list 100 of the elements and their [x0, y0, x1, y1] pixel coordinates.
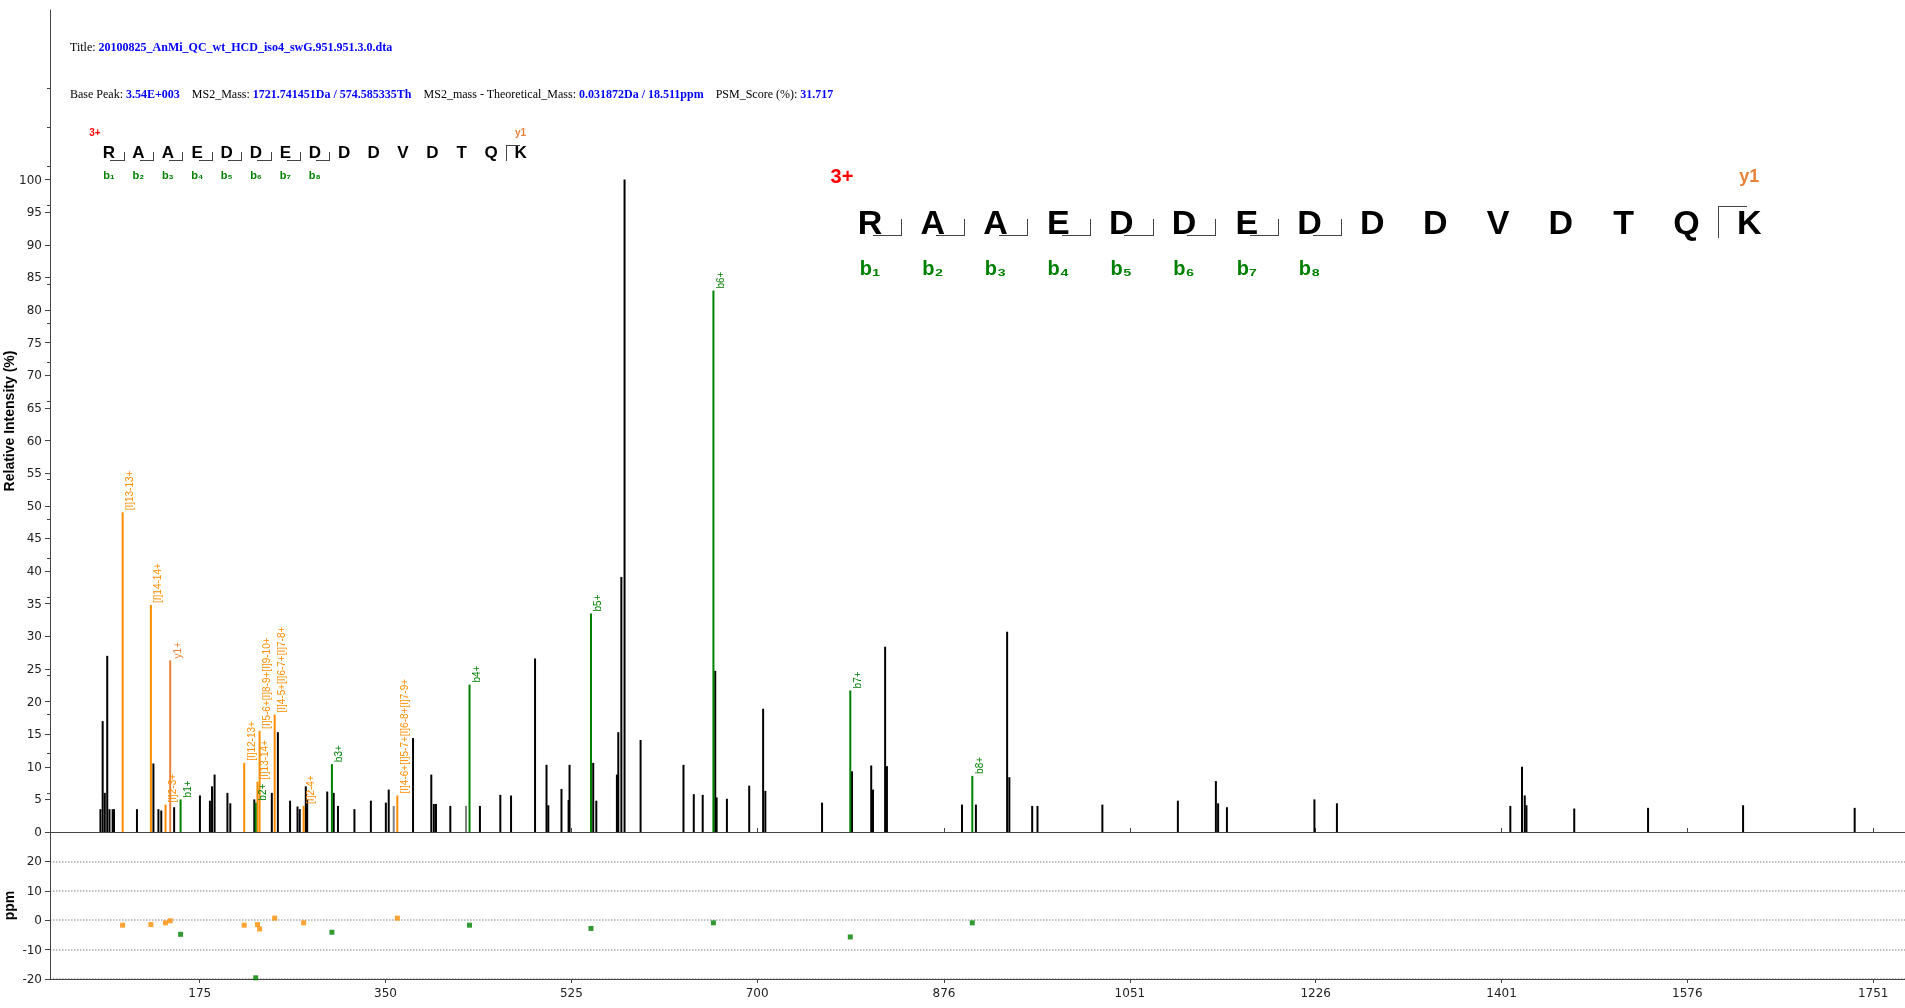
data-label: b2+ — [257, 783, 269, 801]
x-tick-label: 350 — [374, 986, 397, 1000]
annotation: b₂ — [132, 169, 145, 181]
x-tick-label: 876 — [932, 986, 956, 1000]
data-label: [I]4-6+[I]5-7+[I]6-8+[I]7-9+ — [398, 678, 410, 794]
text: b₁ — [859, 256, 881, 279]
text: D — [1171, 202, 1197, 241]
annotation: D — [367, 143, 380, 163]
text: V — [1486, 202, 1510, 241]
data-label: b3+ — [333, 745, 345, 763]
annotation: D — [220, 143, 233, 163]
text: T — [1613, 202, 1634, 241]
data-label: [I]13-14+ — [258, 739, 270, 780]
y-tick-label: 50 — [26, 498, 42, 513]
y-tick-label: 30 — [26, 629, 42, 644]
data-label: [I]2-3+ — [167, 773, 179, 803]
x-tick-label: 1051 — [1114, 986, 1146, 1000]
x-tick-label: 1751 — [1857, 986, 1889, 1000]
annotation: b₇ — [279, 169, 291, 181]
annotation: y1 — [515, 126, 527, 138]
y-tick-label: 20 — [26, 854, 42, 869]
text: 3+ — [830, 164, 854, 187]
annotation: R — [102, 143, 116, 163]
text: Q — [1673, 202, 1700, 241]
y-tick-label: 15 — [26, 727, 42, 742]
y-tick-label: 20 — [26, 694, 42, 709]
annotation: A — [161, 143, 174, 163]
y-tick-label: -10 — [22, 942, 42, 957]
annotation: E — [191, 143, 203, 163]
annotation: D — [338, 143, 351, 163]
text: A — [920, 202, 946, 241]
data-label: [I]2-4+ — [305, 775, 317, 804]
annotation: K — [514, 143, 527, 163]
x-tick-label: 175 — [188, 986, 212, 1000]
x-tick-label: 1401 — [1486, 986, 1517, 1000]
y-tick-label: 0 — [34, 913, 42, 928]
text: b₈ — [1298, 256, 1321, 279]
data-label: [I]4-5+[I]6-7+[I]7-8+ — [276, 626, 288, 713]
data-label: b6+ — [714, 271, 726, 289]
y-tick-label: 95 — [26, 205, 42, 220]
text: E — [1047, 202, 1070, 241]
data-label: b7+ — [851, 671, 863, 689]
y-tick-label: 90 — [26, 237, 42, 252]
text: D — [1108, 202, 1134, 241]
y-tick-label: 10 — [26, 883, 42, 898]
annotation: E — [279, 143, 292, 163]
y-tick-label: 80 — [26, 303, 42, 318]
y-tick-label: 0 — [34, 825, 42, 839]
annotation: V — [397, 143, 409, 163]
annotation: b₈ — [308, 169, 321, 181]
x-tick-label: 700 — [745, 986, 769, 1000]
data-label: [I]5-6+[I]8-9+[I]9-10+ — [261, 637, 273, 729]
annotation: b₆ — [250, 169, 262, 181]
y-tick-label: 25 — [26, 661, 42, 676]
y-tick-label: 75 — [26, 335, 42, 350]
y-tick-label: 55 — [26, 466, 42, 481]
text: Base Peak: 3.54E+003 MS2_Mass: 1721.741451Da / 574.585335Th MS2_mass - Theoretical_Mass: 0.031872Da / 18.511ppm PSM_Score (%): 31.717 — [70, 87, 834, 102]
data-label: b1+ — [182, 780, 194, 798]
y-tick-label: 5 — [34, 792, 42, 807]
text: E — [1235, 202, 1259, 241]
annotation: D — [249, 143, 263, 163]
annotation: A — [132, 143, 145, 163]
annotation: 3+ — [89, 126, 101, 138]
text: b₃ — [984, 256, 1007, 279]
y-tick-label: 85 — [26, 270, 42, 285]
y-tick-label: 65 — [26, 400, 42, 415]
data-label: y1+ — [171, 641, 183, 659]
annotation: Q — [484, 143, 498, 163]
text: R — [857, 202, 883, 241]
text: K — [1736, 202, 1762, 241]
text: b₅ — [1110, 256, 1132, 279]
text: b₂ — [922, 256, 944, 279]
x-tick-label: 525 — [559, 986, 583, 1000]
y-tick-label: 70 — [26, 368, 42, 383]
data-label: b5+ — [592, 594, 604, 612]
y-tick-label: 100 — [19, 172, 42, 187]
annotation: b₄ — [191, 169, 204, 181]
y-tick-label: -20 — [22, 972, 42, 986]
text: b₆ — [1173, 256, 1195, 279]
data-label: [I]13-13+ — [124, 470, 136, 511]
y-axis-title: ppm — [1, 890, 17, 921]
y-tick-label: 35 — [26, 596, 42, 611]
data-label: b4+ — [471, 665, 483, 683]
data-label: b8+ — [973, 756, 985, 774]
annotation: D — [308, 143, 321, 163]
y-tick-label: 40 — [26, 564, 42, 579]
data-label: [I]14-14+ — [152, 563, 164, 603]
y-axis-title: Relative Intensity (%) — [1, 350, 17, 492]
annotation: b₅ — [220, 169, 233, 181]
annotation: D — [426, 143, 439, 163]
text: Title: 20100825_AnMi_QC_wt_HCD_iso4_swG.951.951.3.0.dta — [70, 40, 393, 55]
x-tick-label: 1226 — [1300, 986, 1331, 1000]
text: D — [1548, 202, 1574, 241]
annotation: T — [456, 143, 467, 163]
annotation: b₃ — [161, 169, 174, 181]
data-label: [I]12-13+ — [245, 720, 257, 761]
y-tick-label: 45 — [26, 531, 42, 546]
x-tick-label: 1576 — [1672, 986, 1703, 1000]
text: b₄ — [1047, 256, 1070, 279]
text: D — [1297, 202, 1322, 241]
